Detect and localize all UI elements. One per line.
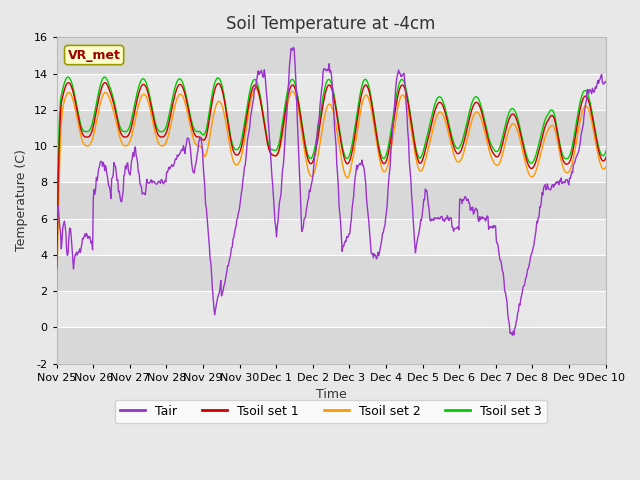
Bar [57, 255, 605, 291]
Bar [57, 73, 605, 110]
X-axis label: Time: Time [316, 388, 346, 401]
Y-axis label: Temperature (C): Temperature (C) [15, 150, 28, 252]
Bar [57, 219, 605, 255]
Title: Soil Temperature at -4cm: Soil Temperature at -4cm [227, 15, 436, 33]
Bar [57, 37, 605, 73]
Text: VR_met: VR_met [68, 48, 120, 61]
Bar [57, 327, 605, 364]
Bar [57, 146, 605, 182]
Bar [57, 110, 605, 146]
Legend: Tair, Tsoil set 1, Tsoil set 2, Tsoil set 3: Tair, Tsoil set 1, Tsoil set 2, Tsoil se… [115, 400, 547, 423]
Bar [57, 291, 605, 327]
Bar [57, 182, 605, 219]
